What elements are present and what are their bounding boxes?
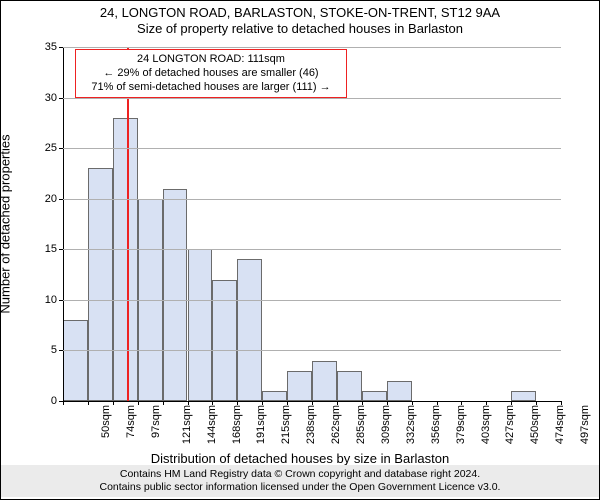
- bar: [88, 168, 113, 401]
- x-tick-mark: [113, 401, 114, 405]
- y-tick-label: 20: [27, 193, 57, 205]
- x-tick-mark: [188, 401, 189, 405]
- annotation-line-1: 24 LONGTON ROAD: 111sqm: [82, 53, 340, 67]
- x-tick-mark: [561, 401, 562, 405]
- x-tick-mark: [461, 401, 462, 405]
- x-tick-mark: [337, 401, 338, 405]
- x-tick-label: 238sqm: [305, 405, 317, 444]
- bar: [113, 118, 138, 401]
- y-tick-mark: [59, 300, 63, 301]
- x-tick-mark: [437, 401, 438, 405]
- y-tick-label: 25: [27, 142, 57, 154]
- footer: Contains HM Land Registry data © Crown c…: [1, 465, 599, 497]
- plot-area: [63, 47, 561, 401]
- x-tick-mark: [536, 401, 537, 405]
- title-line-2: Size of property relative to detached ho…: [1, 22, 599, 36]
- bar: [138, 199, 163, 401]
- x-tick-label: 191sqm: [256, 405, 268, 444]
- bar: [188, 249, 213, 401]
- y-tick-mark: [59, 350, 63, 351]
- x-tick-label: 450sqm: [529, 405, 541, 444]
- y-tick-mark: [59, 98, 63, 99]
- x-tick-mark: [163, 401, 164, 405]
- x-tick-label: 50sqm: [100, 405, 112, 438]
- x-tick-label: 121sqm: [181, 405, 193, 444]
- bar: [312, 361, 337, 401]
- x-axis-label: Distribution of detached houses by size …: [1, 451, 599, 466]
- x-tick-mark: [312, 401, 313, 405]
- x-tick-mark: [262, 401, 263, 405]
- x-tick-mark: [63, 401, 64, 405]
- annotation-line-3: 71% of semi-detached houses are larger (…: [82, 81, 340, 95]
- y-tick-mark: [59, 249, 63, 250]
- x-tick-label: 285sqm: [355, 405, 367, 444]
- y-tick-mark: [59, 148, 63, 149]
- bar: [511, 391, 536, 401]
- x-tick-label: 144sqm: [206, 405, 218, 444]
- x-tick-label: 97sqm: [150, 405, 162, 438]
- x-tick-label: 497sqm: [579, 405, 591, 444]
- y-axis-label: Number of detached properties: [0, 45, 13, 224]
- x-tick-mark: [88, 401, 89, 405]
- x-tick-label: 168sqm: [231, 405, 243, 444]
- x-tick-label: 356sqm: [430, 405, 442, 444]
- title-line-1: 24, LONGTON ROAD, BARLASTON, STOKE-ON-TR…: [1, 6, 599, 20]
- annotation-line-2: ← 29% of detached houses are smaller (46…: [82, 67, 340, 81]
- y-tick-label: 10: [27, 294, 57, 306]
- x-tick-mark: [138, 401, 139, 405]
- y-tick-label: 0: [27, 395, 57, 407]
- y-tick-mark: [59, 199, 63, 200]
- footer-line-2: Contains public sector information licen…: [1, 481, 599, 494]
- x-tick-label: 309sqm: [380, 405, 392, 444]
- bar: [387, 381, 412, 401]
- y-axis-line: [63, 47, 64, 401]
- x-tick-label: 474sqm: [554, 405, 566, 444]
- y-tick-label: 15: [27, 243, 57, 255]
- figure-container: 24, LONGTON ROAD, BARLASTON, STOKE-ON-TR…: [0, 0, 600, 500]
- bar: [287, 371, 312, 401]
- x-tick-mark: [362, 401, 363, 405]
- bar: [337, 371, 362, 401]
- x-tick-mark: [237, 401, 238, 405]
- x-tick-label: 262sqm: [330, 405, 342, 444]
- bar: [212, 280, 237, 401]
- x-tick-label: 74sqm: [125, 405, 137, 438]
- y-tick-label: 35: [27, 41, 57, 53]
- x-tick-label: 379sqm: [455, 405, 467, 444]
- x-tick-mark: [387, 401, 388, 405]
- x-tick-label: 215sqm: [280, 405, 292, 444]
- footer-line-1: Contains HM Land Registry data © Crown c…: [1, 468, 599, 481]
- y-tick-mark: [59, 47, 63, 48]
- x-tick-label: 332sqm: [405, 405, 417, 444]
- y-tick-label: 30: [27, 92, 57, 104]
- x-tick-mark: [486, 401, 487, 405]
- x-tick-mark: [412, 401, 413, 405]
- bar: [262, 391, 287, 401]
- bar: [362, 391, 387, 401]
- x-tick-mark: [511, 401, 512, 405]
- annotation-box: 24 LONGTON ROAD: 111sqm ← 29% of detache…: [75, 49, 347, 98]
- y-tick-label: 5: [27, 344, 57, 356]
- x-tick-mark: [287, 401, 288, 405]
- x-tick-label: 403sqm: [480, 405, 492, 444]
- bar: [163, 189, 188, 401]
- bar: [63, 320, 88, 401]
- x-tick-mark: [212, 401, 213, 405]
- bar: [237, 259, 262, 401]
- x-tick-label: 427sqm: [505, 405, 517, 444]
